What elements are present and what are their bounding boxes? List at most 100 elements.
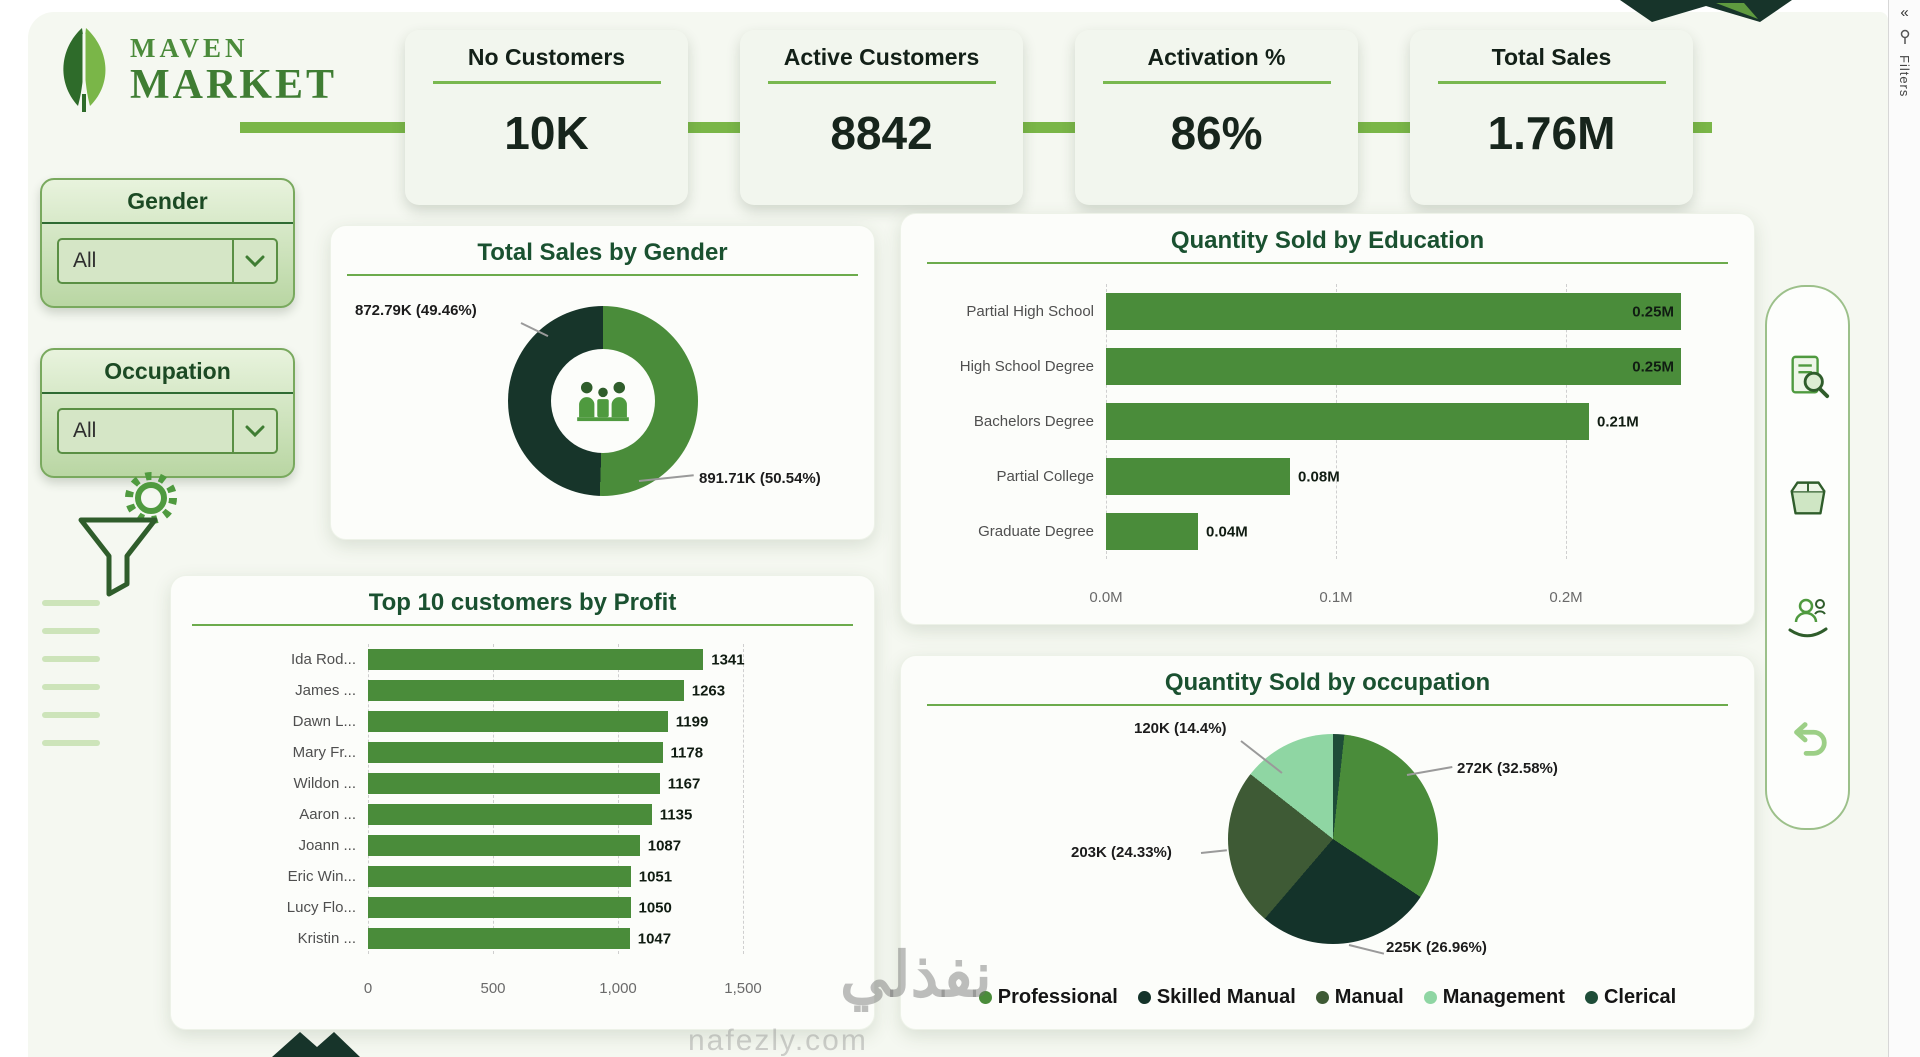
title-underline [926,704,1729,706]
legend-label: Professional [997,986,1118,1008]
bar[interactable]: 1050 [368,897,672,918]
occupation-slicer-title: Occupation [42,350,293,394]
legend-item[interactable]: Skilled Manual [1137,986,1296,1009]
kpi-card[interactable]: Activation % 86% [1075,30,1358,205]
gender-slicer-title: Gender [42,180,293,224]
customer-care-icon[interactable] [1783,593,1833,643]
x-tick-label: 1,500 [724,980,762,997]
gender-dropdown[interactable]: All [57,238,278,284]
bar-row: Partial High School 0.25M [911,284,1741,339]
bar[interactable]: 1167 [368,773,700,794]
chevron-down-icon[interactable] [232,410,276,452]
legend-item[interactable]: Clerical [1584,986,1677,1009]
bar[interactable]: 1263 [368,680,725,701]
bar-row: Eric Win... 1051 [183,861,863,892]
category-label: Partial College [996,468,1094,485]
legend-label: Clerical [1603,986,1677,1008]
collapse-pane-icon[interactable]: « [1900,4,1909,21]
undo-icon[interactable] [1783,713,1833,763]
bar[interactable]: 1178 [368,742,703,763]
top10-customers-card: Top 10 customers by Profit 0 500 1,000 1,50… [170,575,875,1030]
gender-slicer: Gender All [40,178,295,308]
category-label: Joann ... [298,837,356,854]
dashboard-canvas: MAVEN MARKET No Customers 10K Active Custo… [28,12,1888,1057]
category-label: James ... [295,682,356,699]
bar-row: Ida Rod... 1341 [183,644,863,675]
kpi-underline [1102,81,1331,84]
category-label: Eric Win... [287,868,356,885]
pie-label-manual: 203K (24.33%) [1071,844,1172,861]
kpi-label: Activation % [1147,44,1286,70]
legend-item[interactable]: Professional [978,986,1118,1009]
x-tick-label: 0 [363,980,373,997]
legend-label: Skilled Manual [1156,986,1296,1008]
category-label: Ida Rod... [290,651,356,668]
bar[interactable]: 1135 [368,804,692,825]
report-search-icon[interactable] [1783,352,1833,402]
kpi-value: 10K [504,107,589,159]
occupation-slicer: Occupation All [40,348,295,478]
bar-row: Wildon ... 1167 [183,768,863,799]
category-label: High School Degree [959,358,1094,375]
bar[interactable]: 1051 [368,866,672,887]
donut-hole [551,349,655,453]
filters-pane[interactable]: « Filters [1888,0,1920,1057]
legend-dot [1315,991,1329,1004]
category-label: Dawn L... [292,713,356,730]
bar[interactable]: 0.25M [1106,348,1681,385]
occupation-dropdown[interactable]: All [57,408,278,454]
value-label: 1050 [638,899,672,916]
pin-icon[interactable] [1899,29,1911,45]
value-label: 0.08M [1298,468,1340,485]
filters-pane-label: Filters [1897,55,1912,98]
filter-gear-icon [78,472,177,597]
legend-item[interactable]: Management [1423,986,1565,1009]
bar[interactable]: 0.08M [1106,458,1340,495]
value-label: 1051 [638,868,673,885]
x-tick-label: 0.0M [1089,589,1123,606]
bar-track: 0.25M [1106,293,1681,330]
decorative-lines [42,600,100,768]
kpi-label: Total Sales [1491,44,1612,70]
category-label: Lucy Flo... [286,899,356,916]
x-tick-label: 0.1M [1319,589,1353,606]
bar[interactable]: 0.04M [1106,513,1248,550]
bar-row: High School Degree 0.25M [911,339,1741,394]
kpi-card[interactable]: No Customers 10K [405,30,688,205]
value-label: 1263 [691,682,726,699]
logo-word-maven: MAVEN [130,32,249,63]
category-label: Bachelors Degree [973,413,1094,430]
chevron-down-icon[interactable] [232,240,276,282]
kpi-card[interactable]: Active Customers 8842 [740,30,1023,205]
kpi-label: No Customers [467,44,626,70]
kpi-underline [432,81,661,84]
bar[interactable]: 1341 [368,649,745,670]
bar[interactable]: 0.25M [1106,293,1681,330]
bar[interactable]: 1087 [368,835,681,856]
legend-label: Manual [1334,986,1404,1008]
kpi-underline [1437,81,1666,84]
value-label: 0.25M [1632,358,1674,375]
bar-track: 1051 [368,866,672,887]
logo-word-market: MARKET [130,61,337,108]
bar-row: Kristin ... 1047 [183,923,863,954]
title-underline [347,274,858,276]
bar-track: 0.25M [1106,348,1681,385]
kpi-underline [767,81,996,84]
bar-track: 1050 [368,897,672,918]
legend-item[interactable]: Manual [1315,986,1404,1009]
value-label: 0.21M [1597,413,1639,430]
bar[interactable]: 1047 [368,928,671,949]
bar-track: 0.04M [1106,513,1248,550]
bar-row: Partial College 0.08M [911,449,1741,504]
bar[interactable]: 0.21M [1106,403,1639,440]
kpi-card[interactable]: Total Sales 1.76M [1410,30,1693,205]
bar-row: Bachelors Degree 0.21M [911,394,1741,449]
gender-donut-chart[interactable] [508,306,698,496]
occupation-pie-chart[interactable] [1228,734,1438,944]
bar[interactable]: 1199 [368,711,708,732]
people-icon [577,381,629,422]
box-icon[interactable] [1783,472,1833,522]
top-ribbon-decoration [1620,0,1792,22]
